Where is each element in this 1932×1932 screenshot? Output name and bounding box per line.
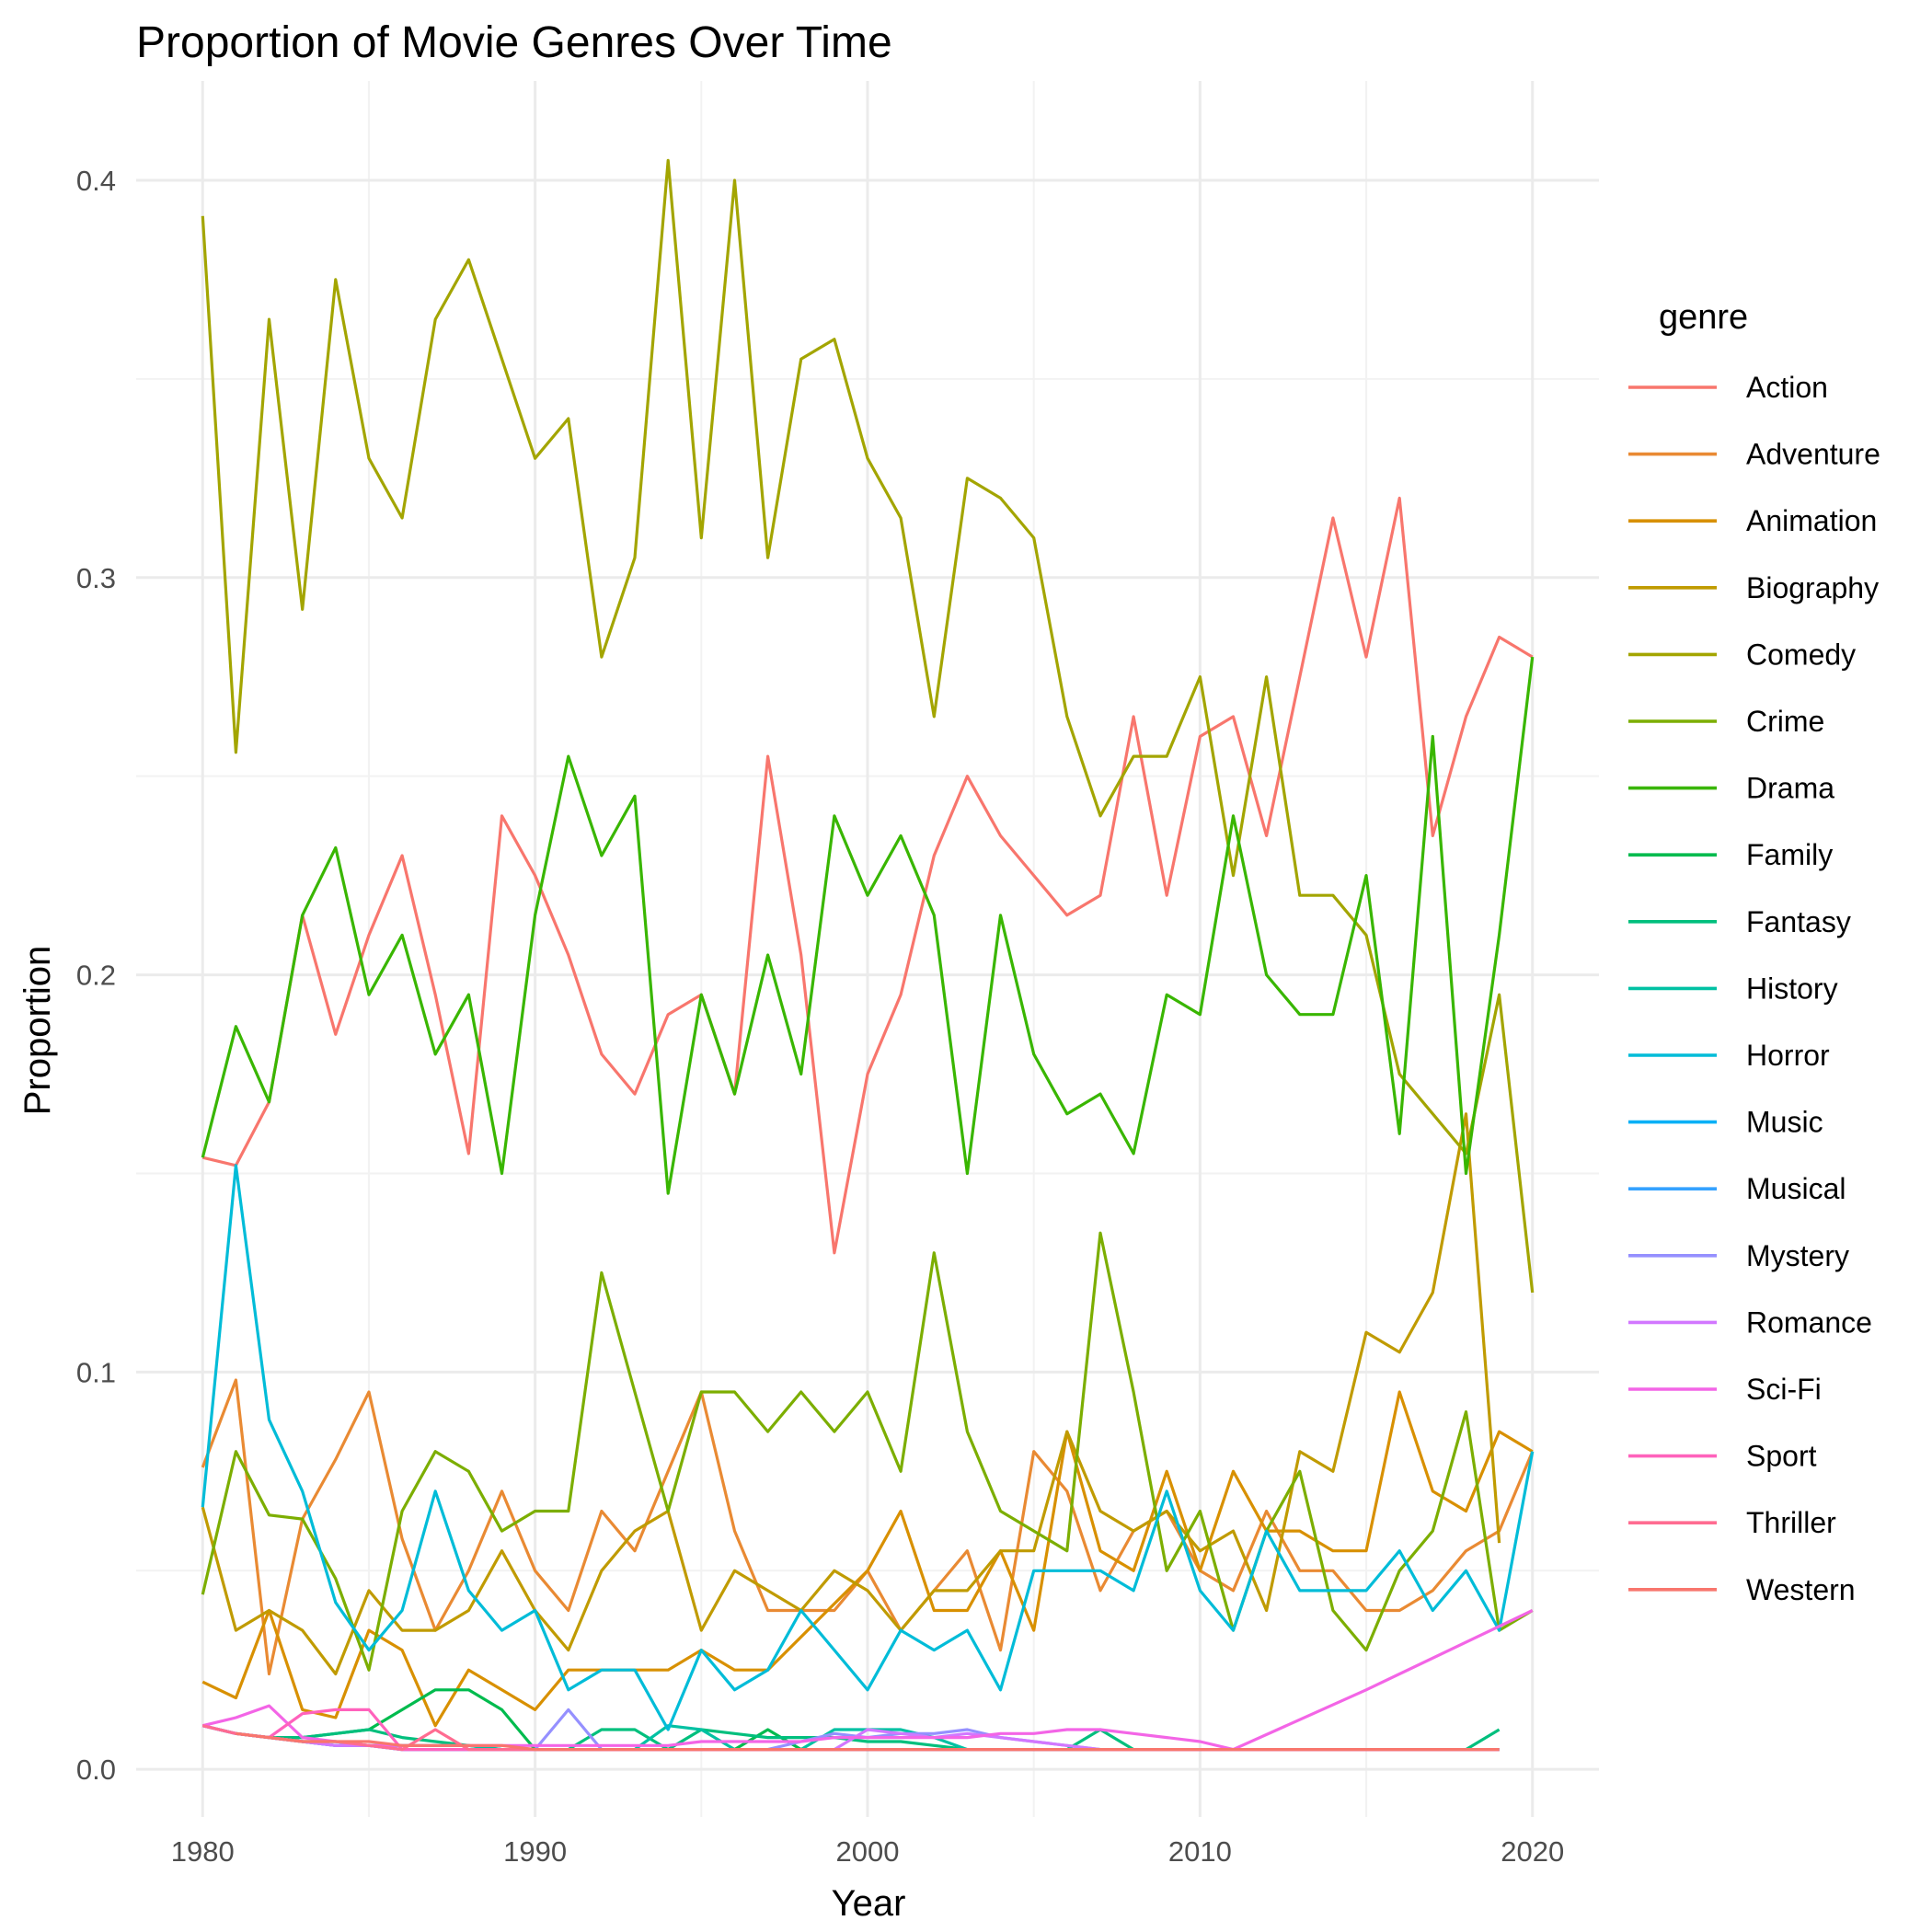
series-line-western xyxy=(236,1731,1500,1752)
y-tick-label: 0.1 xyxy=(76,1356,116,1388)
plot-grid xyxy=(136,81,1599,1817)
legend-label-sport: Sport xyxy=(1746,1440,1817,1473)
legend-label-crime: Crime xyxy=(1746,705,1824,738)
y-tick-label: 0.4 xyxy=(76,165,116,197)
x-tick-label: 2020 xyxy=(1501,1835,1564,1868)
x-axis-title: Year xyxy=(832,1883,906,1924)
series-line-action xyxy=(201,496,1534,1255)
legend-label-musical: Musical xyxy=(1746,1172,1846,1205)
legend-label-family: Family xyxy=(1746,838,1833,871)
series-line-crime xyxy=(201,1231,1534,1672)
legend-label-horror: Horror xyxy=(1746,1039,1830,1072)
axis-tick-labels: 0.0 0.1 0.2 0.3 0.4 1980 1990 2000 2010 2020 xyxy=(76,165,1564,1868)
legend-label-animation: Animation xyxy=(1746,504,1877,537)
series-line-sci-fi xyxy=(201,1609,1534,1752)
series-line-horror xyxy=(201,1164,1535,1731)
legend-title: genre xyxy=(1659,298,1748,337)
y-tick-label: 0.2 xyxy=(76,960,116,992)
x-tick-label: 1990 xyxy=(503,1835,567,1868)
series-line-animation xyxy=(201,1390,1534,1728)
y-tick-label: 0.3 xyxy=(76,562,116,594)
legend-items: Action Adventure Animation Biography Comedy C… xyxy=(1628,371,1880,1606)
legend-label-action: Action xyxy=(1746,371,1828,404)
series-line-comedy xyxy=(201,158,1535,1294)
legend-label-adventure: Adventure xyxy=(1746,438,1880,471)
legend-label-romance: Romance xyxy=(1746,1305,1872,1339)
legend-label-western: Western xyxy=(1746,1573,1856,1606)
legend-label-mystery: Mystery xyxy=(1746,1239,1849,1272)
x-tick-label: 2000 xyxy=(836,1835,900,1868)
x-tick-label: 1980 xyxy=(171,1835,235,1868)
x-tick-label: 2010 xyxy=(1168,1835,1232,1868)
legend-label-fantasy: Fantasy xyxy=(1746,905,1851,938)
legend-label-comedy: Comedy xyxy=(1746,638,1856,671)
legend-label-thriller: Thriller xyxy=(1746,1506,1836,1539)
series-line-drama xyxy=(201,656,1535,1195)
legend: genre Action Adventure Animation Biography C… xyxy=(1628,298,1880,1606)
legend-label-history: History xyxy=(1746,972,1838,1005)
series-line-biography xyxy=(201,1112,1501,1676)
legend-label-biography: Biography xyxy=(1746,571,1879,604)
series-lines xyxy=(201,158,1535,1752)
legend-label-drama: Drama xyxy=(1746,772,1834,805)
chart-title: Proportion of Movie Genres Over Time xyxy=(136,18,892,67)
legend-label-music: Music xyxy=(1746,1106,1823,1139)
y-tick-label: 0.0 xyxy=(76,1754,116,1786)
legend-label-sci-fi: Sci-Fi xyxy=(1746,1373,1822,1406)
y-axis-title: Proportion xyxy=(17,946,58,1116)
